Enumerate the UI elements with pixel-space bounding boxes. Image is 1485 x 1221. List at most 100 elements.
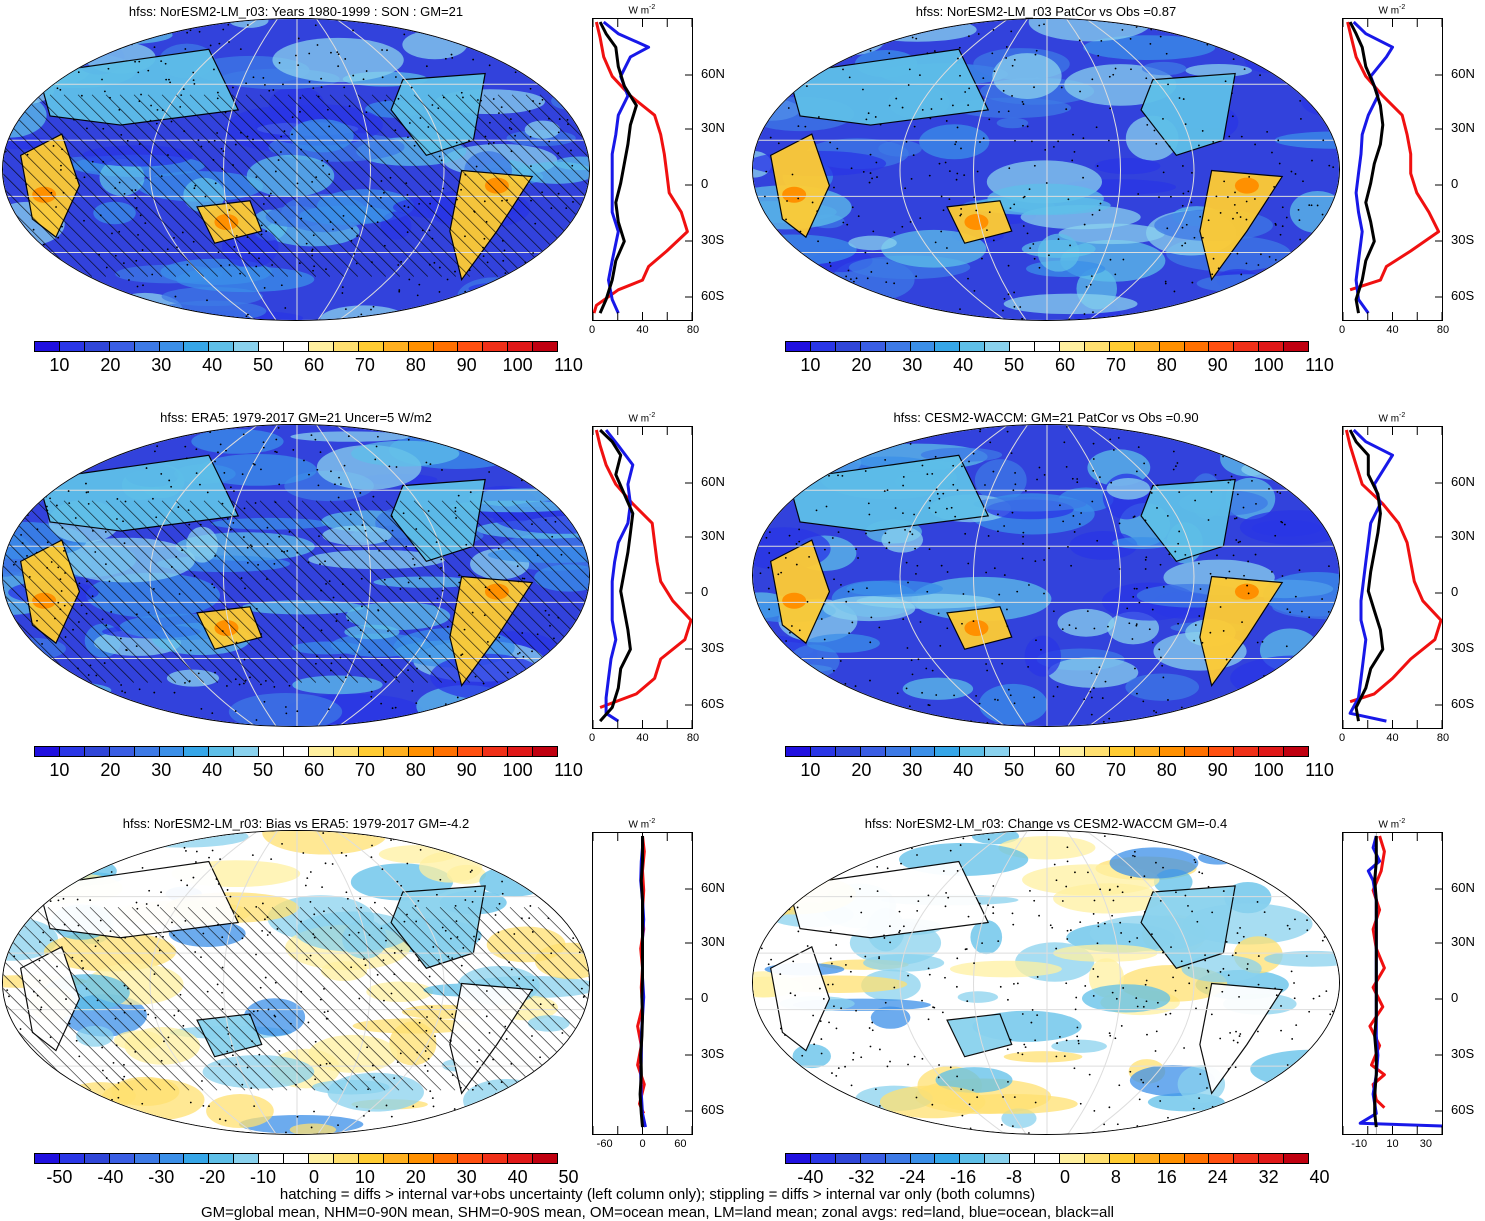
stipple-dot	[1279, 233, 1282, 236]
stipple-dot	[837, 474, 839, 477]
stipple-dot	[504, 272, 507, 275]
stipple-dot	[109, 930, 112, 933]
stipple-dot	[1208, 436, 1211, 439]
stipple-dot	[463, 628, 466, 631]
stipple-dot	[313, 1110, 315, 1113]
stipple-dot	[1065, 885, 1068, 888]
stipple-dot	[977, 33, 980, 35]
stipple-dot	[931, 426, 934, 429]
hatch-line	[187, 906, 372, 1091]
stipple-dot	[960, 1088, 963, 1091]
hatch-line	[3, 945, 148, 1091]
stipple-dot	[257, 563, 259, 566]
stipple-dot	[1327, 662, 1330, 665]
colorbar-label: 16	[1156, 1167, 1177, 1187]
stipple-dot	[948, 198, 951, 201]
stipple-dot	[254, 502, 257, 504]
stipple-dot	[226, 685, 228, 687]
stipple-dot	[156, 108, 159, 111]
stipple-dot	[397, 264, 400, 266]
stipple-dot	[940, 195, 943, 198]
stipple-dot	[460, 1086, 462, 1089]
stipple-dot	[945, 120, 948, 122]
stipple-dot	[396, 880, 399, 883]
stipple-dot	[22, 708, 25, 711]
stipple-dot	[1132, 595, 1135, 598]
stipple-dot	[883, 937, 886, 939]
stipple-dot	[374, 458, 377, 461]
stipple-dot	[403, 718, 406, 721]
stipple-dot	[1079, 1102, 1082, 1105]
latitude-label: 0	[1451, 176, 1459, 191]
stipple-dot	[1326, 108, 1329, 111]
stipple-dot	[90, 450, 93, 453]
stipple-dot	[1251, 449, 1254, 452]
stipple-dot	[1201, 236, 1204, 239]
hatch-line	[483, 500, 589, 607]
stipple-dot	[76, 440, 79, 443]
field-patch	[1094, 157, 1161, 175]
stipple-dot	[767, 587, 770, 590]
stipple-dot	[316, 468, 319, 471]
stipple-dot	[1285, 216, 1288, 219]
stipple-dot	[311, 250, 313, 252]
stipple-dot	[786, 200, 788, 202]
stipple-dot	[806, 448, 809, 451]
colorbar-label: 50	[1004, 760, 1025, 780]
latitude-label: 60N	[701, 880, 725, 895]
hatch-line	[441, 94, 589, 243]
stipple-dot	[1184, 123, 1187, 125]
colorbar-swatch	[433, 1154, 459, 1163]
stipple-dot	[1300, 118, 1302, 120]
stipple-dot	[1276, 36, 1279, 39]
stipple-dot	[942, 209, 945, 212]
stipple-dot	[485, 220, 488, 223]
latitude-label: 0	[701, 176, 709, 191]
stipple-dot	[1092, 311, 1094, 314]
field-patch	[919, 124, 990, 160]
stipple-dot	[179, 26, 182, 28]
stipple-dot	[151, 273, 154, 276]
stipple-dot	[1130, 1128, 1133, 1131]
stipple-dot	[778, 1069, 781, 1071]
stipple-dot	[474, 20, 477, 23]
stipple-dot	[844, 700, 847, 702]
stipple-dot	[1228, 135, 1231, 138]
graticule-lon	[316, 425, 371, 726]
stipple-dot	[364, 964, 367, 967]
stipple-dot	[1222, 967, 1225, 970]
stipple-dot	[1285, 701, 1288, 704]
stipple-dot	[875, 31, 878, 34]
field-patch	[957, 991, 999, 1003]
stipple-dot	[1298, 296, 1300, 299]
colorbar-swatch	[910, 1154, 936, 1163]
stipple-dot	[1112, 899, 1115, 902]
stipple-dot	[1270, 1116, 1273, 1119]
stipple-dot	[1281, 702, 1284, 705]
stipple-dot	[77, 71, 80, 74]
stipple-dot	[1211, 911, 1214, 914]
stipple-dot	[447, 1123, 450, 1126]
stipple-dot	[1314, 306, 1317, 308]
stipple-dot	[1026, 232, 1029, 235]
stipple-dot	[382, 959, 385, 962]
stipple-dot	[1060, 86, 1063, 89]
stipple-dot	[89, 1098, 91, 1100]
stipple-dot	[911, 36, 914, 39]
colorbar-label: 10	[49, 355, 70, 375]
stipple-dot	[194, 184, 197, 187]
stipple-dot	[418, 203, 421, 205]
hatch-line	[537, 906, 589, 959]
zonal-ocean-line	[1348, 428, 1394, 723]
stipple-dot	[945, 317, 948, 320]
colorbar-swatch	[985, 1154, 1011, 1163]
stipple-dot	[556, 455, 559, 458]
stipple-dot	[244, 679, 247, 682]
stipple-dot	[859, 887, 861, 890]
stipple-dot	[1276, 29, 1278, 32]
stipple-dot	[313, 913, 316, 916]
stipple-dot	[929, 499, 932, 502]
stipple-dot	[224, 111, 227, 114]
hatch-line	[117, 906, 302, 1091]
stipple-dot	[206, 990, 209, 993]
